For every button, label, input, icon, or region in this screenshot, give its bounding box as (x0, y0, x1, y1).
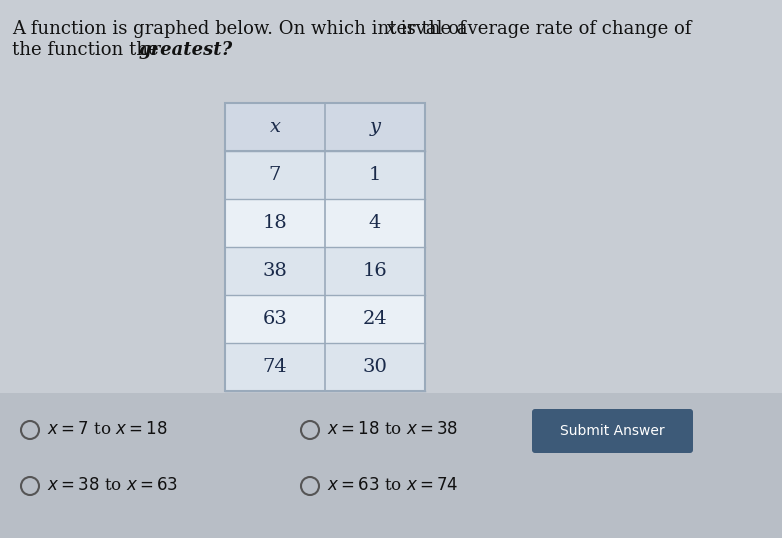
Text: 1: 1 (369, 166, 381, 184)
Bar (225, 151, 425, 199)
Bar (225, 199, 425, 247)
Text: y: y (370, 118, 381, 136)
Text: 38: 38 (263, 262, 288, 280)
Text: A function is graphed below. On which interval of: A function is graphed below. On which in… (12, 20, 472, 38)
Text: 74: 74 (263, 358, 287, 376)
Text: $x = 18$ to $x = 38$: $x = 18$ to $x = 38$ (327, 421, 458, 438)
Text: 24: 24 (363, 310, 387, 328)
Text: x: x (386, 20, 396, 38)
Bar (225, 247, 425, 295)
Text: 16: 16 (363, 262, 387, 280)
Text: is the average rate of change of: is the average rate of change of (395, 20, 691, 38)
Text: greatest?: greatest? (139, 41, 233, 59)
Text: $x = 7$ to $x = 18$: $x = 7$ to $x = 18$ (47, 421, 167, 438)
Bar (225, 343, 425, 391)
Text: $x = 63$ to $x = 74$: $x = 63$ to $x = 74$ (327, 478, 458, 494)
Bar (0, 393, 782, 538)
Bar (225, 295, 425, 343)
Text: the function the: the function the (12, 41, 164, 59)
Text: 18: 18 (263, 214, 287, 232)
Text: 7: 7 (269, 166, 282, 184)
Text: x: x (270, 118, 281, 136)
Text: 4: 4 (369, 214, 381, 232)
Bar (225, 103, 425, 391)
Bar (225, 103, 425, 151)
Text: Submit Answer: Submit Answer (560, 424, 665, 438)
Text: 30: 30 (363, 358, 387, 376)
Text: 63: 63 (263, 310, 288, 328)
Text: $x = 38$ to $x = 63$: $x = 38$ to $x = 63$ (47, 478, 178, 494)
FancyBboxPatch shape (532, 409, 693, 453)
